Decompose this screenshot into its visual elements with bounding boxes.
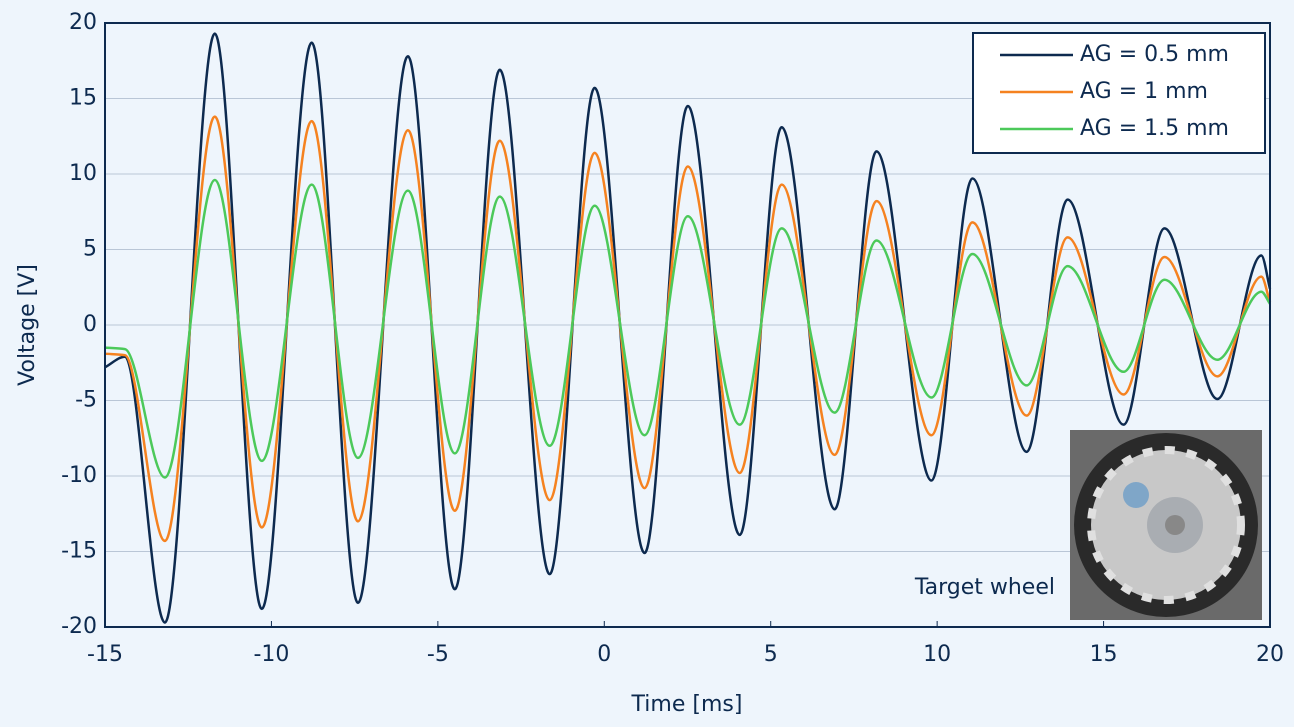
x-tick-label: -5 bbox=[427, 642, 449, 667]
inset-label: Target wheel bbox=[914, 575, 1055, 600]
y-axis-label: Voltage [V] bbox=[15, 264, 40, 386]
x-tick-label: 20 bbox=[1256, 642, 1284, 667]
legend-label: AG = 1.5 mm bbox=[1080, 116, 1229, 141]
wheel-bolt bbox=[1123, 482, 1149, 508]
inset bbox=[1070, 430, 1262, 620]
y-tick-label: -5 bbox=[75, 388, 97, 413]
series-line bbox=[104, 115, 1272, 543]
legend-label: AG = 1 mm bbox=[1080, 79, 1208, 104]
legend-label: AG = 0.5 mm bbox=[1080, 42, 1229, 67]
x-tick-label: 0 bbox=[597, 642, 611, 667]
legend: AG = 0.5 mm AG = 1 mm AG = 1.5 mm bbox=[1000, 42, 1229, 141]
y-tick-label: -20 bbox=[61, 614, 97, 639]
y-tick-label: 5 bbox=[83, 237, 97, 262]
x-tick-label: 10 bbox=[923, 642, 951, 667]
x-tick-label: 5 bbox=[764, 642, 778, 667]
y-tick-label: 20 bbox=[69, 10, 97, 35]
lines bbox=[104, 32, 1272, 624]
y-tick-label: 0 bbox=[83, 312, 97, 337]
x-tick-label: -10 bbox=[253, 642, 289, 667]
series-line bbox=[104, 32, 1272, 624]
x-tick-label: -15 bbox=[87, 642, 123, 667]
x-tick-label: 15 bbox=[1090, 642, 1118, 667]
wheel-axle bbox=[1165, 515, 1185, 535]
series-line bbox=[104, 178, 1272, 479]
y-tick-label: -15 bbox=[61, 539, 97, 564]
y-tick-label: 15 bbox=[69, 86, 97, 111]
y-tick-label: -10 bbox=[61, 463, 97, 488]
y-tick-label: 10 bbox=[69, 161, 97, 186]
x-axis-label: Time [ms] bbox=[631, 692, 743, 717]
plot-frame bbox=[104, 22, 1271, 628]
